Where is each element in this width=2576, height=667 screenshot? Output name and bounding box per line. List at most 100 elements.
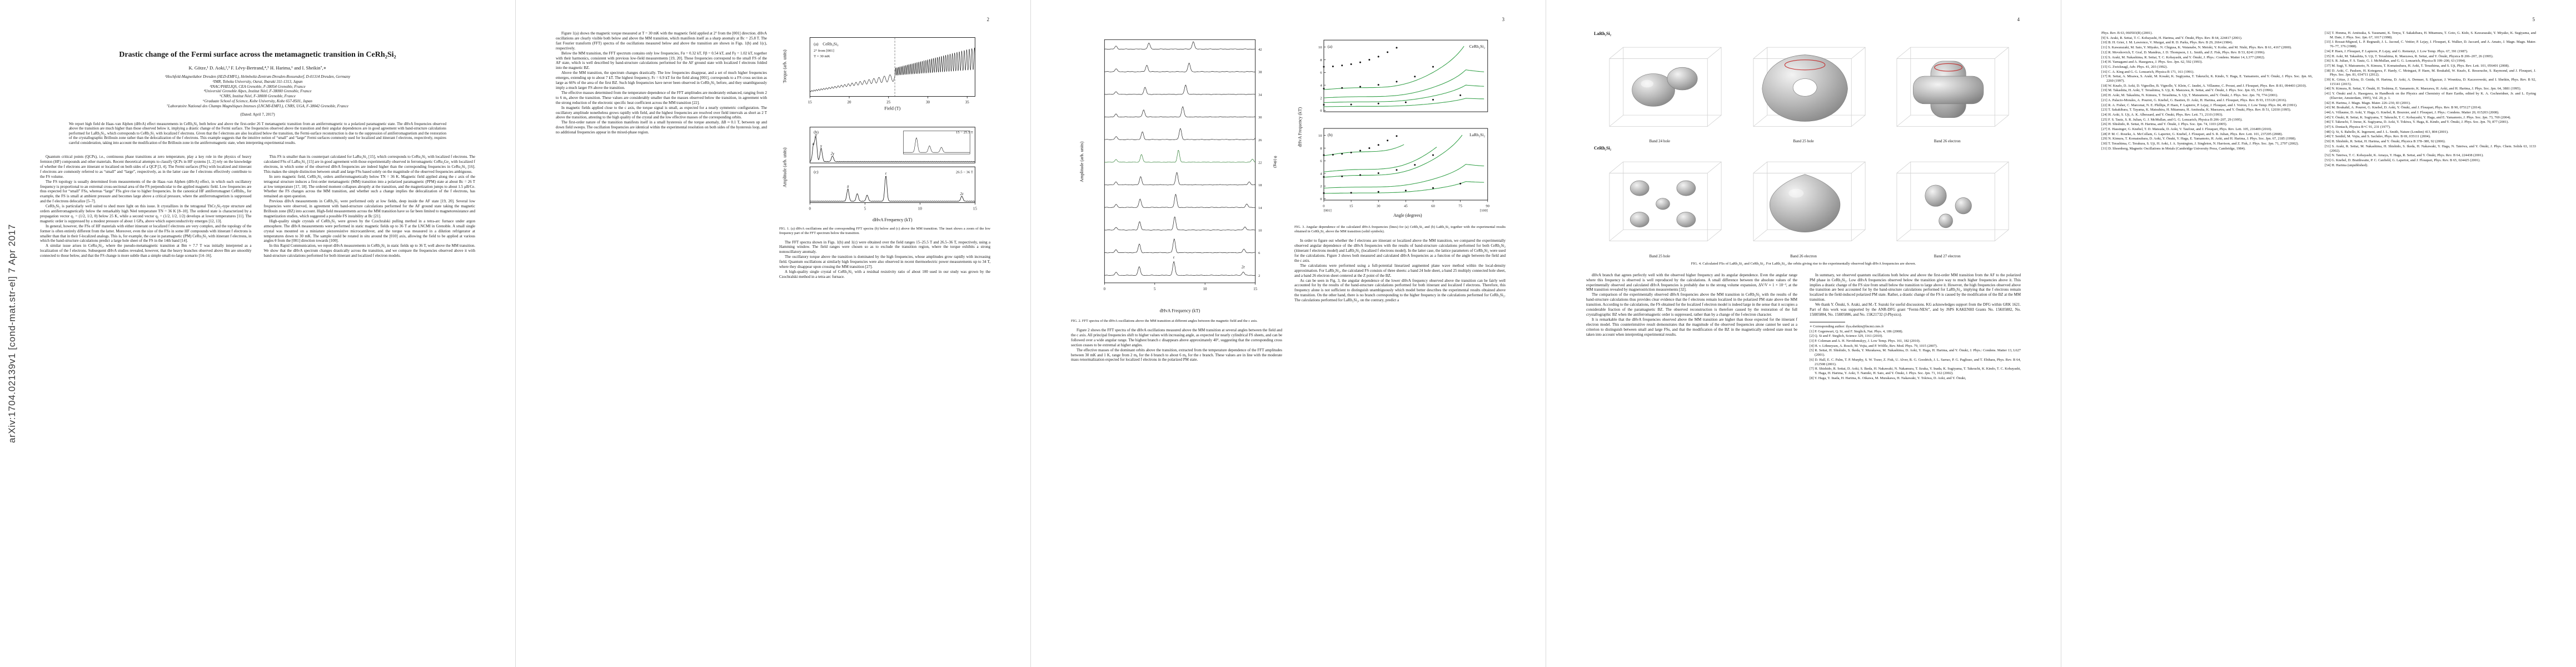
fig1-xlabel-bc: dHvA Frequency (kT) — [873, 217, 913, 222]
reference-column: Phys. Rev. B 63, 060503(R) (2001). [9] S.… — [2101, 31, 2313, 168]
figure-3-plot: dHvA Frequency (kT) Angle (degrees) (a) … — [1298, 39, 1490, 218]
text-column: Amplitude (arb. units) dHvA Frequency (k… — [1071, 31, 1282, 362]
affiliation: ¹Hochfeld-Magnetlabor Dresden (HLD-EMFL)… — [165, 74, 351, 79]
fs-lobe — [1667, 67, 1698, 91]
wireframe-box — [1896, 47, 2009, 127]
page-2: 2 Figure 1(a) shows the magnetic torque … — [515, 0, 1030, 667]
reference-item: [45] Y. Ōnuki, R. Settai, K. Sugiyama, T… — [2325, 115, 2511, 120]
fs-sphere — [1939, 213, 1954, 228]
experimental-point — [1359, 174, 1361, 176]
reference-item: [53] G. Knebel, D. Braithwaite, P. C. Ca… — [2325, 158, 2480, 162]
text-column: In summary, we observed quantum oscillat… — [1810, 273, 2021, 381]
band-label: Band 27 electron — [1934, 253, 1961, 258]
fig1-panel-c-label: (c) — [814, 170, 819, 175]
reference-item: [24] H. Aoki, S. Uji, A. K. Albessard, a… — [2101, 112, 2223, 117]
axis-tick-label: 20 — [848, 101, 851, 104]
axis-tick-label: 15 — [1253, 287, 1257, 291]
fig3-panel-a-label: (a) — [1328, 44, 1333, 49]
fft-waterfall-curve — [1104, 261, 1255, 276]
experimental-point — [1377, 172, 1379, 175]
experimental-point — [1350, 192, 1352, 194]
fs-sphere — [1955, 197, 1972, 215]
calculated-frequency-branch — [1323, 135, 1463, 178]
page-number: 4 — [2017, 17, 2020, 22]
angle-label: 18 — [1258, 183, 1262, 187]
axis-tick-label: 0 — [1323, 205, 1325, 208]
band-label: Band 26 electron — [1790, 253, 1817, 258]
text-column: Torque (arb. units) Field (T) (a) CeRh₂S… — [779, 31, 990, 280]
text-column: Figure 1(a) shows the magnetic torque me… — [556, 31, 767, 280]
experimental-point — [1359, 150, 1361, 152]
reference-item: [29] N. Kimura, T. Komatsubara, D. Aoki,… — [2101, 137, 2296, 141]
experimental-point — [1432, 66, 1434, 68]
reference-item: Phys. Rev. B 63, 060503(R) (2001). — [2101, 31, 2153, 35]
angle-label: 38 — [1258, 71, 1262, 74]
experimental-point — [1368, 147, 1371, 149]
page-4: 4 LaRh₂Si₂ Band 24 hole — [1546, 0, 2061, 667]
axis-tick-label: 10 — [1318, 134, 1322, 138]
experimental-point — [1432, 187, 1434, 189]
reference-item: [35] H. Aoki, M. Takashita, S. Uji, T. T… — [2325, 54, 2494, 58]
body-paragraph: This FS is smaller than its counterpart … — [263, 155, 476, 174]
axis-tick-label: 2 — [1320, 96, 1322, 100]
reference-item: [10] B. H. Grier, J. M. Lawrence, V. Mur… — [2101, 41, 2233, 45]
fermi-surface-band24-hole — [1609, 47, 1722, 127]
body-paragraph: Above the MM transition, the spectrum ch… — [556, 71, 767, 90]
fs-pocket — [1656, 198, 1670, 210]
experimental-point — [1396, 47, 1398, 49]
reference-item: [34] P. Haen, J. Flouquet, F. Lapierre, … — [2325, 49, 2468, 53]
fig1-panel-a-frame — [809, 37, 975, 97]
axis-tick-label: 10 — [1203, 287, 1207, 291]
body-paragraph: A high-quality single crystal of CeRh₂Si… — [779, 270, 990, 279]
reference-item: [43] M. Boukahil, A. Pourret, G. Knebel,… — [2325, 106, 2482, 110]
experimental-point — [1377, 191, 1379, 193]
fig1-panel-b-frame — [809, 127, 975, 163]
axis-tick-label: 75 — [1458, 205, 1462, 208]
body-paragraph: The effective masses determined from the… — [556, 90, 767, 105]
body-paragraph: CeRh₂Si₂ is particularly well suited to … — [40, 204, 252, 223]
angle-label: 34 — [1258, 93, 1262, 97]
experimental-point — [1359, 86, 1361, 88]
fig1-panel-c-frame — [809, 166, 975, 203]
fermi-surface-grid: Band 24 hole Band 25 hole Band — [1591, 37, 2016, 143]
dhva-orbit — [1784, 59, 1825, 71]
text-column: This FS is smaller than its counterpart … — [264, 155, 476, 258]
peak-label: α — [813, 142, 815, 146]
figure-4-caption: FIG. 4. Calculated FSs of LaRh₂Si₂ and C… — [1691, 261, 1916, 266]
experimental-point — [1387, 140, 1389, 142]
experimental-point — [1432, 154, 1434, 156]
reference-item: [27] E. Hassinger, G. Knebel, T. D. Mats… — [2101, 127, 2272, 132]
axis-tick-label: 15 — [808, 101, 812, 104]
fft-waterfall-curve — [1104, 84, 1255, 95]
fig2-ylabel: Amplitude (arb. units) — [1079, 141, 1084, 182]
angle-label: 14 — [1258, 206, 1262, 210]
fig1-compound-label: CeRh₂Si₂ — [823, 41, 839, 46]
reference-item: [14] H. Yamagami and A. Hasegawa, J. Phy… — [2101, 60, 2203, 64]
experimental-point — [1377, 56, 1379, 58]
fig2-frame — [1104, 39, 1255, 283]
axis-tick-label: 60 — [1431, 205, 1435, 208]
body-paragraph: In summary, we observed quantum oscillat… — [1810, 272, 2021, 302]
reference-item: [39] K. Götze, J. Klotz, D. Gnida, H. Ha… — [2325, 78, 2536, 86]
text-column: Quantum critical points (QCPs), i.e., co… — [40, 155, 252, 258]
authors-line: K. Götze,¹ D. Aoki,²,³ F. Lévy-Bertrand,… — [188, 65, 327, 71]
experimental-point — [1414, 76, 1416, 78]
fft-waterfall-curve — [1104, 128, 1255, 140]
body-paragraph: The oscillatory torque above the transit… — [779, 255, 990, 270]
reference-item: [21] A. Palacio-Morales, A. Pourret, G. … — [2101, 98, 2287, 102]
axis-tick-label: 10 — [918, 207, 922, 211]
body-paragraph: The comparison of the experimentally obs… — [1586, 292, 1797, 317]
experimental-point — [1396, 169, 1398, 171]
experimental-point — [1332, 153, 1334, 156]
axis-tick-label: 5 — [1154, 287, 1156, 291]
fermi-surface-band25-hole — [1753, 47, 1866, 127]
axis-tick-label: 0 — [1320, 109, 1322, 113]
fs-pocket — [1676, 212, 1696, 228]
axis-tick-label: 30 — [926, 101, 930, 104]
page-5: 5 Phys. Rev. B 63, 060503(R) (2001). [9] … — [2061, 0, 2576, 667]
wireframe-box — [1753, 47, 1866, 127]
reference-item: [6] D. Hall, E. C. Palm, T. P. Murphy, S… — [1810, 357, 2021, 366]
reference-item: [12] R. Movshovich, T. Graf, D. Mandrus,… — [2101, 50, 2265, 54]
angle-label: 30 — [1258, 116, 1262, 120]
fft-waterfall-curve — [1104, 193, 1255, 208]
